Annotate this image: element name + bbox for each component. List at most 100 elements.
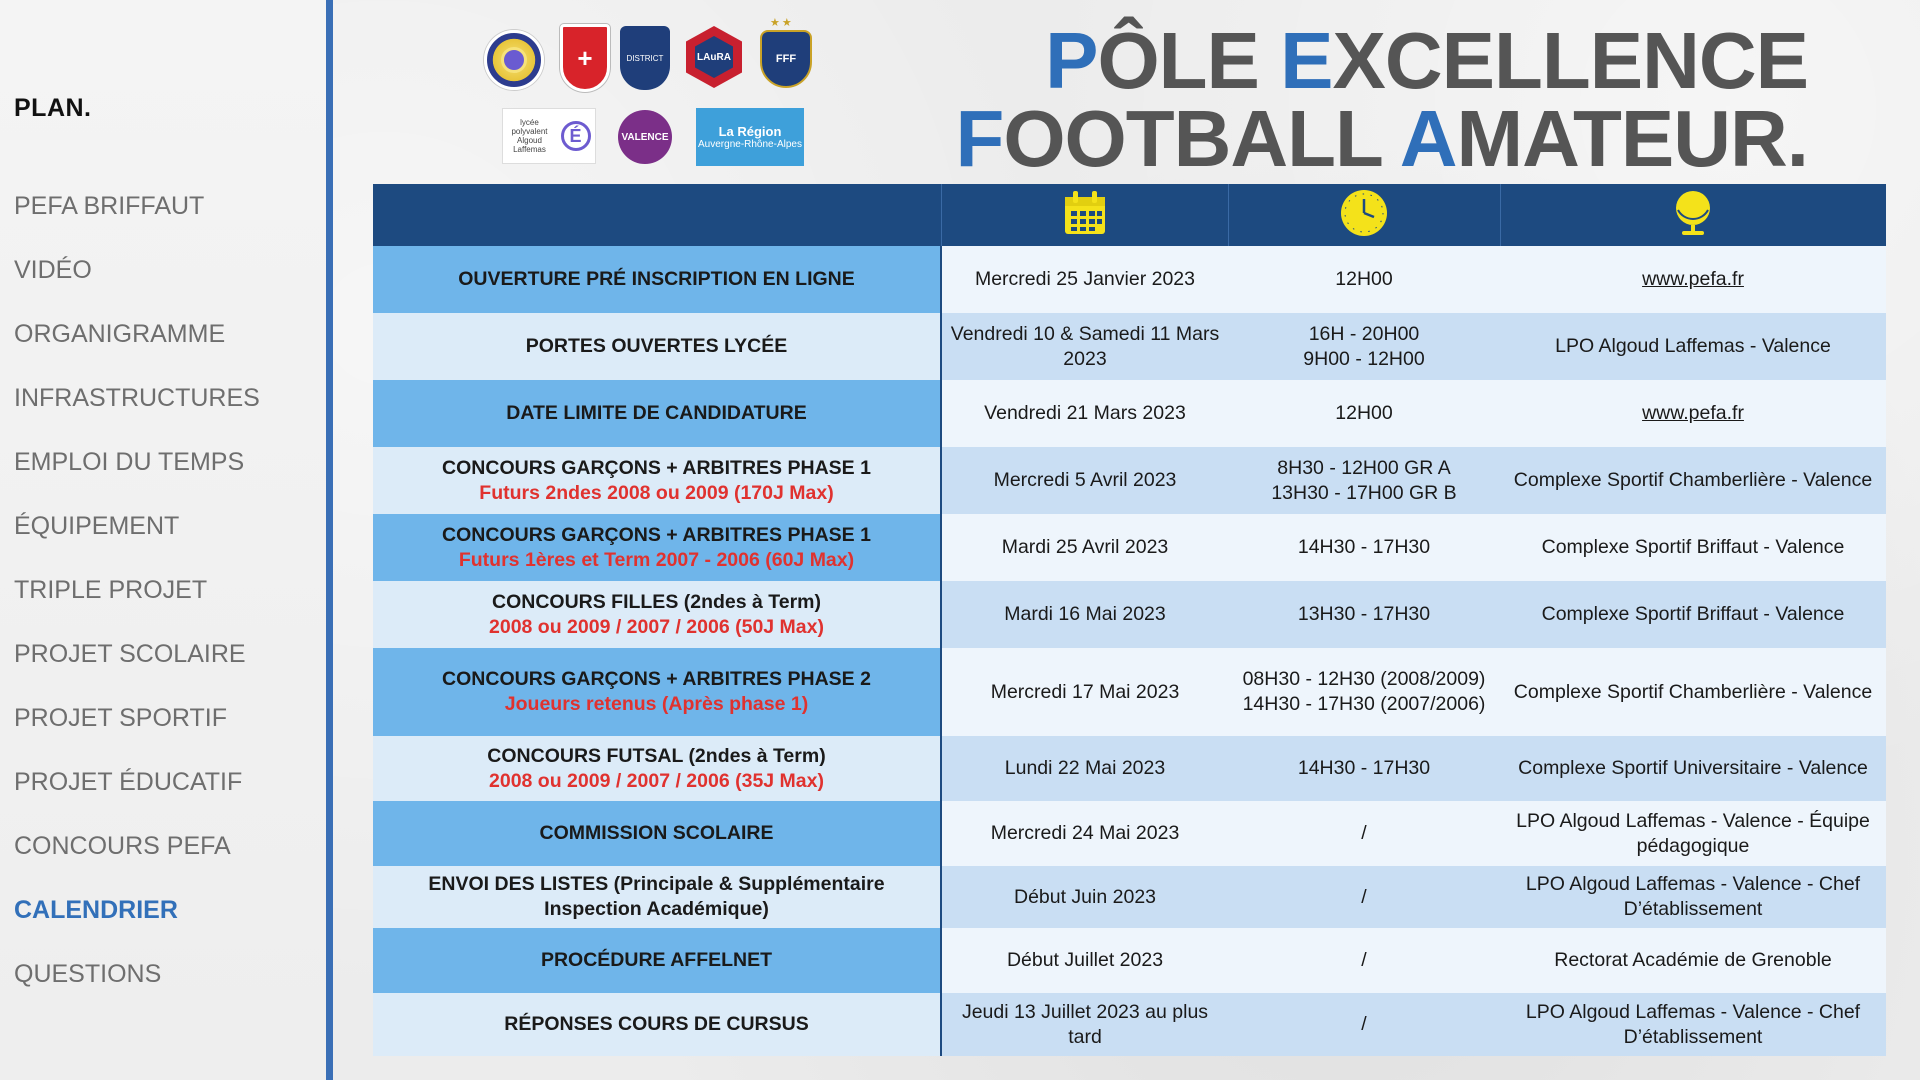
date-cell: Mercredi 5 Avril 2023 — [941, 447, 1228, 514]
date-value: Mardi 25 Avril 2023 — [1001, 536, 1169, 558]
place-cell: Complexe Sportif Briffaut - Valence — [1500, 581, 1886, 648]
event-title: COMMISSION SCOLAIRE — [539, 822, 774, 844]
date-value: Début Juin 2023 — [1013, 885, 1157, 908]
header-event — [373, 184, 942, 246]
date-cell: Mardi 25 Avril 2023 — [941, 514, 1228, 581]
event-title: RÉPONSES COURS DE CURSUS — [504, 1013, 809, 1035]
event-cell: COMMISSION SCOLAIRE — [373, 801, 942, 866]
place-cell: Complexe Sportif Universitaire - Valence — [1500, 736, 1886, 801]
sidebar-item-projet-sportif[interactable]: PROJET SPORTIF — [14, 704, 228, 732]
place-value: LPO Algoud Laffemas - Valence — [1555, 335, 1831, 357]
time-cell: 08H30 - 12H30 (2008/2009) 14H30 - 17H30 … — [1228, 648, 1500, 736]
title-fragment: ÔLE — [1097, 16, 1281, 105]
event-title: OUVERTURE PRÉ INSCRIPTION EN LIGNE — [458, 268, 855, 290]
date-cell: Vendredi 21 Mars 2023 — [941, 380, 1228, 447]
time-cell: 12H00 — [1228, 246, 1500, 313]
fff-logo: FFF — [760, 30, 812, 88]
time-value: 12H00 — [1335, 268, 1393, 290]
event-title: CONCOURS FILLES (2ndes à Term) — [491, 590, 821, 613]
sidebar-item-organigramme[interactable]: ORGANIGRAMME — [14, 320, 226, 348]
time-cell: 14H30 - 17H30 — [1228, 736, 1500, 801]
sidebar-title: PLAN. — [14, 94, 92, 122]
district-logo: DISTRICT — [620, 26, 670, 90]
event-cell: CONCOURS GARÇONS + ARBITRES PHASE 1 Futur… — [373, 447, 942, 514]
globe-icon — [1676, 190, 1711, 235]
event-title: CONCOURS GARÇONS + ARBITRES PHASE 1 — [442, 456, 871, 479]
event-subtitle: Futurs 1ères et Term 2007 - 2006 (60J Ma… — [458, 548, 855, 571]
title-fragment: OOTBALL — [1003, 94, 1400, 183]
table-row: RÉPONSES COURS DE CURSUS Jeudi 13 Juillet… — [373, 993, 1886, 1056]
sidebar-item-projet-scolaire[interactable]: PROJET SCOLAIRE — [14, 640, 246, 668]
time-cell: / — [1228, 928, 1500, 993]
sidebar-item--quipement[interactable]: ÉQUIPEMENT — [14, 512, 180, 540]
event-title: PROCÉDURE AFFELNET — [540, 949, 773, 971]
table-row: PROCÉDURE AFFELNET Début Juillet 2023 / Rec… — [373, 928, 1886, 993]
table-row: ENVOI DES LISTES (Principale & Supplémen… — [373, 866, 1886, 928]
sidebar-item-pefa-briffaut[interactable]: PEFA BRIFFAUT — [14, 192, 205, 220]
event-cell: OUVERTURE PRÉ INSCRIPTION EN LIGNE — [373, 246, 942, 313]
sidebar-item-vid-o[interactable]: VIDÉO — [14, 256, 92, 284]
table-row: CONCOURS FILLES (2ndes à Term) 2008 ou 20… — [373, 581, 1886, 648]
page-title: PÔLE EXCELLENCE FOOTBALL AMATEUR. — [955, 21, 1809, 179]
date-value: Début Juillet 2023 — [1006, 949, 1164, 971]
title-fragment: XCELLENCE — [1332, 16, 1809, 105]
partner-logos: + DISTRICT LAuRA ★★ FFF lycée polyvalent… — [480, 17, 840, 173]
laura-logo: LAuRA — [686, 26, 742, 88]
place-cell: Rectorat Académie de Grenoble — [1500, 928, 1886, 993]
sidebar-item-triple-projet[interactable]: TRIPLE PROJET — [14, 576, 208, 604]
sidebar-item-emploi-du-temps[interactable]: EMPLOI DU TEMPS — [14, 448, 245, 476]
header-time — [1228, 184, 1501, 246]
sidebar-item-projet-ducatif[interactable]: PROJET ÉDUCATIF — [14, 768, 243, 796]
sidebar-divider — [326, 0, 333, 1080]
event-cell: PROCÉDURE AFFELNET — [373, 928, 942, 993]
table-row: PORTES OUVERTES LYCÉE Vendredi 10 & Samed… — [373, 313, 1886, 380]
time-cell: / — [1228, 993, 1500, 1056]
place-value: LPO Algoud Laffemas - Valence - Équipe p… — [1516, 809, 1870, 857]
event-cell: PORTES OUVERTES LYCÉE — [373, 313, 942, 380]
event-title: CONCOURS GARÇONS + ARBITRES PHASE 2 — [442, 668, 871, 690]
event-title: DATE LIMITE DE CANDIDATURE — [506, 402, 807, 424]
place-value: LPO Algoud Laffemas - Valence - Chef D’é… — [1525, 873, 1861, 920]
time-cell: 16H - 20H00 9H00 - 12H00 — [1228, 313, 1500, 380]
place-cell: LPO Algoud Laffemas - Valence — [1500, 313, 1886, 380]
sidebar-item-questions[interactable]: QUESTIONS — [14, 960, 162, 988]
title-fragment: P — [1045, 16, 1098, 105]
date-value: Mercredi 17 Mai 2023 — [990, 680, 1180, 703]
region-logo: La Région Auvergne-Rhône-Alpes — [696, 108, 804, 166]
time-cell: 13H30 - 17H30 — [1228, 581, 1500, 648]
event-cell: CONCOURS FUTSAL (2ndes à Term) 2008 ou 20… — [373, 736, 942, 801]
event-subtitle: Joueurs retenus (Après phase 1) — [504, 693, 809, 715]
page-title-line-2: FOOTBALL AMATEUR. — [955, 99, 1809, 179]
place-value: Complexe Sportif Chamberlière - Valence — [1513, 680, 1873, 703]
date-cell: Vendredi 10 & Samedi 11 Mars 2023 — [941, 313, 1228, 380]
event-cell: RÉPONSES COURS DE CURSUS — [373, 993, 942, 1056]
time-cell: 14H30 - 17H30 — [1228, 514, 1500, 581]
website-link[interactable]: www.pefa.fr — [1642, 402, 1744, 424]
date-value: Mercredi 5 Avril 2023 — [993, 469, 1177, 491]
time-cell: 12H00 — [1228, 380, 1500, 447]
time-value: 12H00 — [1335, 402, 1393, 424]
date-cell: Début Juillet 2023 — [941, 928, 1228, 993]
ville-valence-logo: VALENCE — [618, 110, 672, 164]
table-row: DATE LIMITE DE CANDIDATURE Vendredi 21 Ma… — [373, 380, 1886, 447]
place-value: Rectorat Académie de Grenoble — [1554, 949, 1832, 971]
table-row: CONCOURS GARÇONS + ARBITRES PHASE 1 Futur… — [373, 447, 1886, 514]
time-value: 13H30 - 17H30 — [1297, 603, 1431, 625]
time-cell: / — [1228, 801, 1500, 866]
date-value: Jeudi 13 Juillet 2023 au plus tard — [961, 1000, 1209, 1048]
time-value: 14H30 - 17H30 — [1297, 536, 1431, 558]
date-value: Vendredi 10 & Samedi 11 Mars 2023 — [950, 322, 1220, 370]
date-value: Mercredi 24 Mai 2023 — [990, 822, 1180, 844]
event-subtitle: 2008 ou 2009 / 2007 / 2006 (50J Max) — [489, 615, 824, 638]
table-header-row — [373, 184, 1886, 246]
event-subtitle: 2008 ou 2009 / 2007 / 2006 (35J Max) — [489, 769, 824, 792]
website-link[interactable]: www.pefa.fr — [1642, 268, 1744, 290]
place-value: Complexe Sportif Briffaut - Valence — [1541, 603, 1845, 625]
sidebar-item-concours-pefa[interactable]: CONCOURS PEFA — [14, 832, 231, 860]
time-value: / — [1361, 885, 1367, 908]
title-fragment: MATEUR. — [1456, 94, 1809, 183]
sidebar-item-infrastructures[interactable]: INFRASTRUCTURES — [14, 384, 260, 412]
time-value: 8H30 - 12H00 GR A 13H30 - 17H00 GR B — [1271, 456, 1457, 504]
sidebar-item-calendrier[interactable]: CALENDRIER — [14, 896, 178, 924]
date-value: Lundi 22 Mai 2023 — [1004, 757, 1166, 779]
